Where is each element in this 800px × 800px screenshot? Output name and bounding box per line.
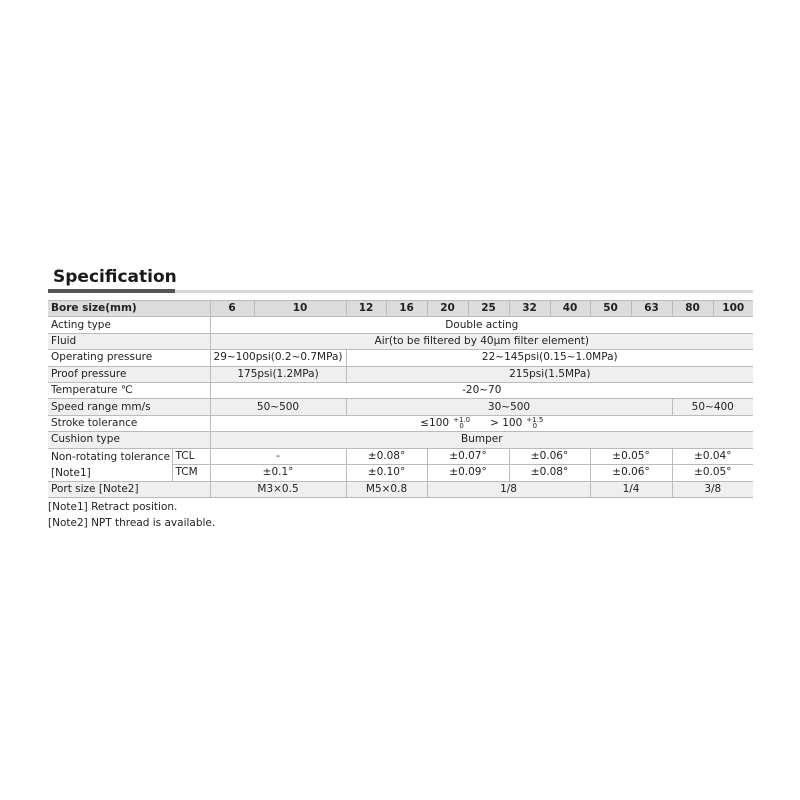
cell: ±0.04°	[671, 447, 754, 466]
nonrot-note: [Note1]	[51, 466, 91, 479]
bore-80: 80	[671, 299, 714, 318]
bore-50: 50	[589, 299, 632, 318]
bore-10: 10	[253, 299, 347, 318]
row-port: Port size [Note2] M3×0.5 M5×0.8 1/8 1/4 …	[48, 480, 754, 498]
cell: ±0.06°	[508, 447, 591, 466]
row-label: Operating pressure	[48, 349, 211, 367]
note-1: [Note1] Retract position.	[48, 501, 178, 513]
cell: 50~500	[210, 398, 347, 416]
row-label: Cushion type	[48, 431, 211, 449]
bore-6: 6	[209, 299, 255, 318]
row-label: Non-rotating tolerance [Note1]	[48, 447, 172, 482]
tcm-label: TCM	[171, 464, 211, 482]
cell: -20~70	[210, 381, 754, 400]
cell: ±0.08°	[345, 447, 428, 466]
cell: 3/8	[671, 480, 754, 498]
row-label: Temperature ℃	[48, 381, 211, 400]
row-cushion: Cushion type Bumper	[48, 431, 754, 449]
row-tcl: Non-rotating tolerance [Note1] TCL - ±0.0…	[48, 447, 754, 482]
bore-32: 32	[508, 299, 551, 318]
title-rule	[175, 290, 753, 293]
cell: 175psi(1.2MPa)	[210, 365, 347, 383]
note-2: [Note2] NPT thread is available.	[48, 517, 216, 529]
row-label: Fluid	[48, 332, 211, 351]
cell: ±0.07°	[426, 447, 510, 466]
cell: M3×0.5	[210, 480, 347, 498]
row-fluid: Fluid Air(to be filtered by 40μm filter …	[48, 332, 754, 351]
row-label: Proof pressure	[48, 365, 211, 383]
row-temperature: Temperature ℃ -20~70	[48, 381, 754, 400]
cell: ±0.10°	[345, 464, 428, 482]
tol-minus: 0	[532, 421, 538, 430]
bore-12: 12	[345, 299, 387, 318]
header-row: Bore size(mm) 6 10 12 16 20 25 32 40 50 …	[48, 299, 754, 318]
cell: 1/8	[426, 480, 591, 498]
cell: 50~400	[671, 398, 754, 416]
row-label: Acting type	[48, 316, 211, 334]
row-operating: Operating pressure 29~100psi(0.2~0.7MPa)…	[48, 349, 754, 367]
cell: Air(to be filtered by 40μm filter elemen…	[210, 332, 754, 351]
header-label: Bore size(mm)	[48, 299, 211, 318]
bore-40: 40	[549, 299, 591, 318]
section-title: Specification	[53, 267, 177, 287]
tolerance-b: +1.5 0	[526, 415, 544, 430]
cell: Double acting	[210, 316, 754, 334]
nonrot-label: Non-rotating tolerance	[51, 450, 171, 463]
row-speed: Speed range mm/s 50~500 30~500 50~400	[48, 398, 754, 416]
cell: ≤100 +1.0 0 > 100 +1.5 0	[210, 414, 754, 433]
row-label: Stroke tolerance	[48, 414, 211, 433]
cell: ±0.09°	[426, 464, 510, 482]
tcl-label: TCL	[171, 447, 211, 466]
cell: ±0.05°	[671, 464, 754, 482]
cell: 22~145psi(0.15~1.0MPa)	[345, 349, 754, 367]
spec-table: Bore size(mm) 6 10 12 16 20 25 32 40 50 …	[48, 299, 754, 498]
tol-plus: +1.0	[453, 415, 471, 424]
row-acting: Acting type Double acting	[48, 316, 754, 334]
cell: -	[210, 447, 347, 466]
tolerance-a: +1.0 0	[453, 415, 471, 430]
cell: ±0.1°	[210, 464, 347, 482]
bore-20: 20	[426, 299, 469, 318]
stroke-a: ≤100	[420, 416, 450, 429]
row-stroke: Stroke tolerance ≤100 +1.0 0 > 100 +1.5 0	[48, 414, 754, 433]
cell: 30~500	[345, 398, 673, 416]
bore-16: 16	[385, 299, 428, 318]
tol-plus: +1.5	[526, 415, 544, 424]
bore-100: 100	[712, 299, 754, 318]
cell: M5×0.8	[345, 480, 428, 498]
cell: 29~100psi(0.2~0.7MPa)	[210, 349, 347, 367]
tol-minus: 0	[459, 421, 464, 430]
row-label: Port size [Note2]	[48, 480, 211, 498]
cell: 1/4	[589, 480, 673, 498]
stroke-b: > 100	[490, 416, 523, 429]
cell: Bumper	[210, 431, 754, 449]
bore-25: 25	[467, 299, 510, 318]
row-proof: Proof pressure 175psi(1.2MPa) 215psi(1.5…	[48, 365, 754, 383]
cell: 215psi(1.5MPa)	[345, 365, 754, 383]
notes: [Note1] Retract position. [Note2] NPT th…	[48, 499, 215, 531]
row-label: Speed range mm/s	[48, 398, 211, 416]
title-underline	[48, 289, 175, 293]
cell: ±0.05°	[589, 447, 673, 466]
bore-63: 63	[630, 299, 673, 318]
cell: ±0.06°	[589, 464, 673, 482]
cell: ±0.08°	[508, 464, 591, 482]
